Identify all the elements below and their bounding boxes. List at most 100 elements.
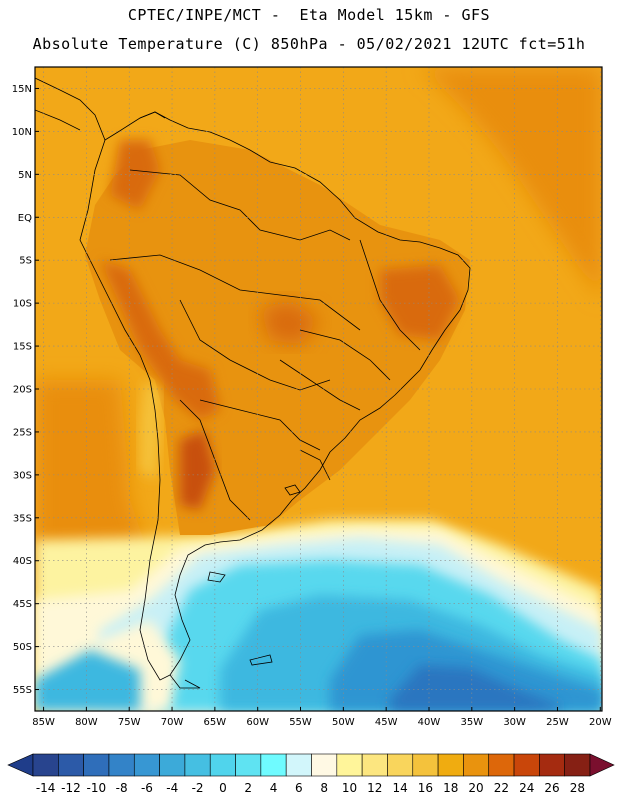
colorbar-max-arrow <box>589 753 615 777</box>
field-ocean-hot-sw <box>35 380 150 590</box>
map-title-line1: CPTEC/INPE/MCT - Eta Model 15km - GFS <box>127 6 491 24</box>
field-cold-4 <box>390 665 560 711</box>
temperature-colorbar <box>7 753 615 777</box>
colorbar-swatch <box>235 753 262 777</box>
border-brazil-states-b <box>299 329 391 381</box>
lat-label: 45S <box>13 599 32 610</box>
colorbar-label: 2 <box>244 781 252 795</box>
falkland-islands <box>249 654 273 666</box>
field-land-hot-ne-brazil <box>380 265 460 340</box>
colorbar-labels: -14 -12 -10 -8 -6 -4 -2 0 2 4 6 8 10 12 14 16 18 20 22 24 26… <box>36 781 585 795</box>
colorbar-swatch <box>488 753 515 777</box>
colorbar-label: 12 <box>367 781 382 795</box>
lon-label: 50W <box>332 717 355 728</box>
coastline-west <box>79 139 171 681</box>
longitude-labels: 85W 80W 75W 70W 65W 60W 55W 50W 45W 40W 35W 30W 25W 2… <box>32 717 611 728</box>
colorbar-label: 6 <box>295 781 303 795</box>
colorbar-swatch <box>285 753 312 777</box>
lon-label: 40W <box>418 717 441 728</box>
lat-label: 20S <box>13 385 32 396</box>
lon-label: 85W <box>32 717 55 728</box>
colorbar-swatch <box>539 753 565 777</box>
lon-label: 20W <box>589 717 612 728</box>
lat-label: 15S <box>13 342 32 353</box>
lat-label: 25S <box>13 427 32 438</box>
colorbar-label: 22 <box>494 781 509 795</box>
colorbar-label: 0 <box>219 781 227 795</box>
colorbar-swatch <box>513 753 540 777</box>
border-amazon <box>109 254 361 331</box>
colorbar-swatch <box>209 753 236 777</box>
lat-label: 5S <box>19 256 32 267</box>
colorbar-label: -4 <box>166 781 178 795</box>
lon-label: 70W <box>161 717 184 728</box>
colorbar-label: 20 <box>468 781 483 795</box>
colorbar-swatch <box>133 753 160 777</box>
colorbar-swatch <box>463 753 490 777</box>
lat-label: EQ <box>18 213 32 224</box>
colorbar-label: -8 <box>116 781 128 795</box>
lon-label: 75W <box>118 717 141 728</box>
colorbar-min-arrow <box>7 753 34 777</box>
colorbar-label: -10 <box>86 781 106 795</box>
lon-label: 80W <box>75 717 98 728</box>
lon-label: 65W <box>204 717 227 728</box>
lon-label: 45W <box>375 717 398 728</box>
lat-label: 35S <box>13 513 32 524</box>
lagoon <box>284 484 301 496</box>
colorbar-swatch <box>564 753 591 777</box>
map-title-line2: Absolute Temperature (C) 850hPa - 05/02/… <box>32 35 586 53</box>
lat-label: 15N <box>12 84 32 95</box>
border-brazil-states-a <box>359 239 421 351</box>
latitude-labels: 15N 10N 5N EQ 5S 10S 15S 20S 25S 30S 35S 40S 45S 50S 5… <box>12 84 32 696</box>
colorbar-swatch <box>437 753 464 777</box>
field-land-hot-andes <box>100 260 220 420</box>
border-north <box>129 169 351 241</box>
lat-label: 50S <box>13 642 32 653</box>
colorbar-label: -14 <box>36 781 56 795</box>
field-land-hot-central <box>260 300 320 345</box>
lat-label: 10S <box>13 299 32 310</box>
temperature-field <box>35 67 602 711</box>
coastline-east <box>35 77 471 689</box>
lat-label: 5N <box>18 170 32 181</box>
colorbar-swatch <box>387 753 414 777</box>
graticule <box>35 67 602 711</box>
colorbar-swatch <box>159 753 186 777</box>
field-ocean-hot-ne <box>420 67 602 300</box>
colorbar-swatch <box>260 753 287 777</box>
colorbar-label: 24 <box>519 781 534 795</box>
colorbar-swatch <box>311 753 338 777</box>
colorbar-label: 28 <box>570 781 585 795</box>
lat-label: 40S <box>13 556 32 567</box>
lat-label: 30S <box>13 470 32 481</box>
colorbar-label: 14 <box>392 781 407 795</box>
colorbar-swatch <box>336 753 363 777</box>
colorbar-swatch <box>32 753 59 777</box>
colorbar-label: 8 <box>320 781 328 795</box>
map-frame <box>34 66 603 712</box>
colorbar-swatch <box>108 753 135 777</box>
lat-label: 55S <box>13 685 32 696</box>
colorbar-swatch <box>184 753 211 777</box>
colorbar-swatch <box>83 753 110 777</box>
colorbar-swatch <box>58 753 84 777</box>
valdes-peninsula <box>207 571 226 583</box>
lon-label: 55W <box>289 717 312 728</box>
colorbar-label: 10 <box>342 781 357 795</box>
border-bolivia <box>179 299 331 391</box>
lon-label: 60W <box>246 717 269 728</box>
field-land-hotter-argentina <box>180 430 215 510</box>
colorbar-swatch <box>412 753 439 777</box>
colorbar-label: -6 <box>141 781 153 795</box>
colorbar-label: 16 <box>418 781 433 795</box>
lon-label: 25W <box>546 717 569 728</box>
coastlines-and-borders <box>35 77 471 689</box>
colorbar-swatch <box>361 753 388 777</box>
border-uruguay <box>299 449 331 481</box>
coastline-isthmus <box>139 111 166 119</box>
colorbar-label: -12 <box>61 781 81 795</box>
field-andes-cool <box>140 380 160 480</box>
field-sw-cold <box>35 650 140 711</box>
